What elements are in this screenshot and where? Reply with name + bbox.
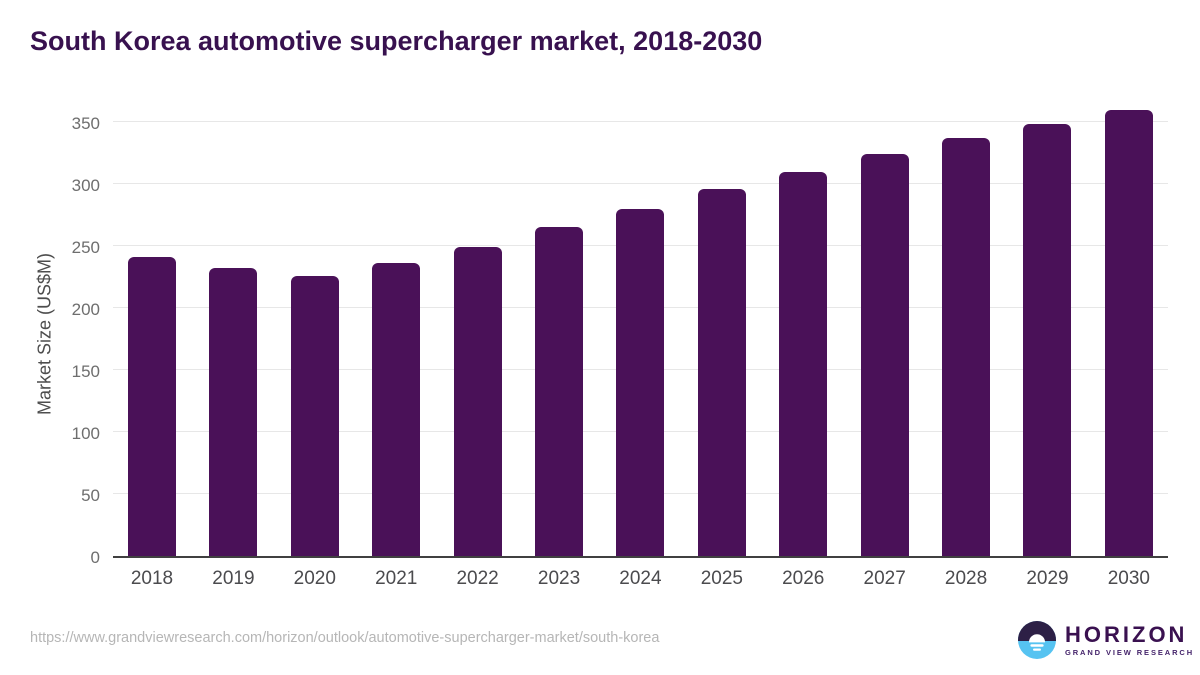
chart-title: South Korea automotive supercharger mark… bbox=[30, 26, 763, 56]
horizon-logo: HORIZON GRAND VIEW RESEARCH bbox=[1018, 621, 1194, 659]
bars-row bbox=[113, 109, 1168, 556]
x-tick-label-2022: 2022 bbox=[456, 568, 499, 589]
x-tick-label-2025: 2025 bbox=[700, 568, 743, 589]
y-tick-label-300: 300 bbox=[71, 176, 100, 195]
x-tick-label-2028: 2028 bbox=[944, 568, 988, 589]
x-tick-label-2021: 2021 bbox=[375, 568, 418, 589]
bar-2019 bbox=[209, 268, 258, 556]
x-tick-label-2019: 2019 bbox=[212, 568, 255, 589]
bar-2029 bbox=[1023, 124, 1072, 556]
y-axis-tick-labels: 0 50 100 150 200 250 300 350 bbox=[0, 110, 100, 567]
bar-2027 bbox=[860, 154, 909, 556]
bar-2030 bbox=[1104, 109, 1153, 556]
source-url: https://www.grandviewresearch.com/horizo… bbox=[30, 630, 660, 646]
x-tick-label-2030: 2030 bbox=[1107, 568, 1151, 589]
gridline-300 bbox=[113, 183, 1168, 184]
x-tick-label-2029: 2029 bbox=[1026, 568, 1069, 589]
x-tick-label-2023: 2023 bbox=[537, 568, 581, 589]
x-tick-label-2018: 2018 bbox=[130, 568, 174, 589]
bar-2020 bbox=[290, 275, 339, 556]
bar-2018 bbox=[128, 257, 176, 556]
bar-2025 bbox=[697, 188, 746, 556]
bar-2021 bbox=[372, 263, 421, 556]
y-tick-label-200: 200 bbox=[71, 300, 100, 319]
x-tick-label-2020: 2020 bbox=[293, 568, 336, 589]
plot-area bbox=[113, 109, 1168, 558]
x-axis-tick-labels: 2018 2019 2020 2021 2022 2023 2024 2025 2026 2027… bbox=[113, 568, 1168, 590]
x-tick-label-2026: 2026 bbox=[782, 568, 825, 589]
bar-2028 bbox=[942, 138, 991, 556]
bar-2023 bbox=[535, 227, 584, 556]
bar-2024 bbox=[616, 208, 665, 556]
bar-2022 bbox=[453, 247, 502, 556]
gridline-350 bbox=[113, 121, 1168, 122]
x-tick-label-2027: 2027 bbox=[863, 568, 906, 589]
y-tick-label-50: 50 bbox=[81, 486, 100, 505]
y-tick-label-0: 0 bbox=[90, 548, 100, 567]
sunrise-horizon-icon bbox=[1018, 621, 1056, 659]
x-tick-label-2024: 2024 bbox=[619, 568, 662, 589]
y-tick-label-250: 250 bbox=[71, 238, 100, 257]
y-tick-label-350: 350 bbox=[71, 114, 100, 133]
y-tick-label-100: 100 bbox=[71, 424, 100, 443]
y-tick-label-150: 150 bbox=[71, 362, 100, 381]
logo-title: HORIZON bbox=[1065, 621, 1188, 647]
logo-subtitle: GRAND VIEW RESEARCH bbox=[1065, 647, 1195, 657]
bar-2026 bbox=[779, 171, 828, 556]
